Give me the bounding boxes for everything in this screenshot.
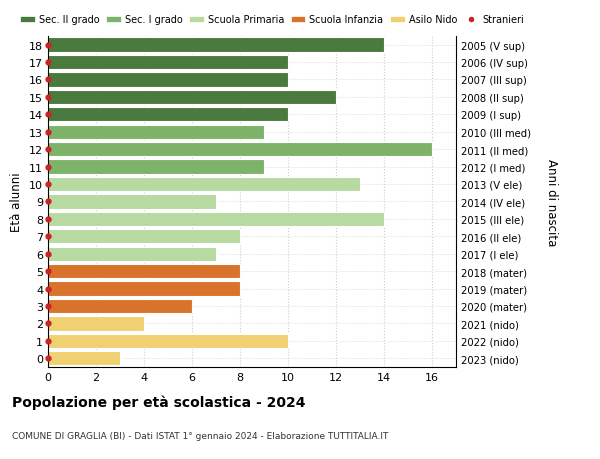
Bar [48,282,240,296]
Y-axis label: Anni di nascita: Anni di nascita [545,158,558,246]
Bar [48,178,360,192]
Text: Popolazione per età scolastica - 2024: Popolazione per età scolastica - 2024 [12,395,305,409]
Bar [48,108,288,122]
Bar [48,160,264,174]
Legend: Sec. II grado, Sec. I grado, Scuola Primaria, Scuola Infanzia, Asilo Nido, Stran: Sec. II grado, Sec. I grado, Scuola Prim… [20,15,524,25]
Bar [48,317,144,331]
Bar [48,195,216,209]
Bar [48,125,264,140]
Bar [48,73,288,87]
Bar [48,334,288,348]
Text: COMUNE DI GRAGLIA (BI) - Dati ISTAT 1° gennaio 2024 - Elaborazione TUTTITALIA.IT: COMUNE DI GRAGLIA (BI) - Dati ISTAT 1° g… [12,431,388,441]
Bar [48,299,192,313]
Bar [48,90,336,105]
Y-axis label: Età alunni: Età alunni [10,172,23,232]
Bar [48,230,240,244]
Bar [48,247,216,261]
Bar [48,212,384,226]
Bar [48,352,120,366]
Bar [48,143,432,157]
Bar [48,264,240,279]
Bar [48,38,384,52]
Bar [48,56,288,70]
